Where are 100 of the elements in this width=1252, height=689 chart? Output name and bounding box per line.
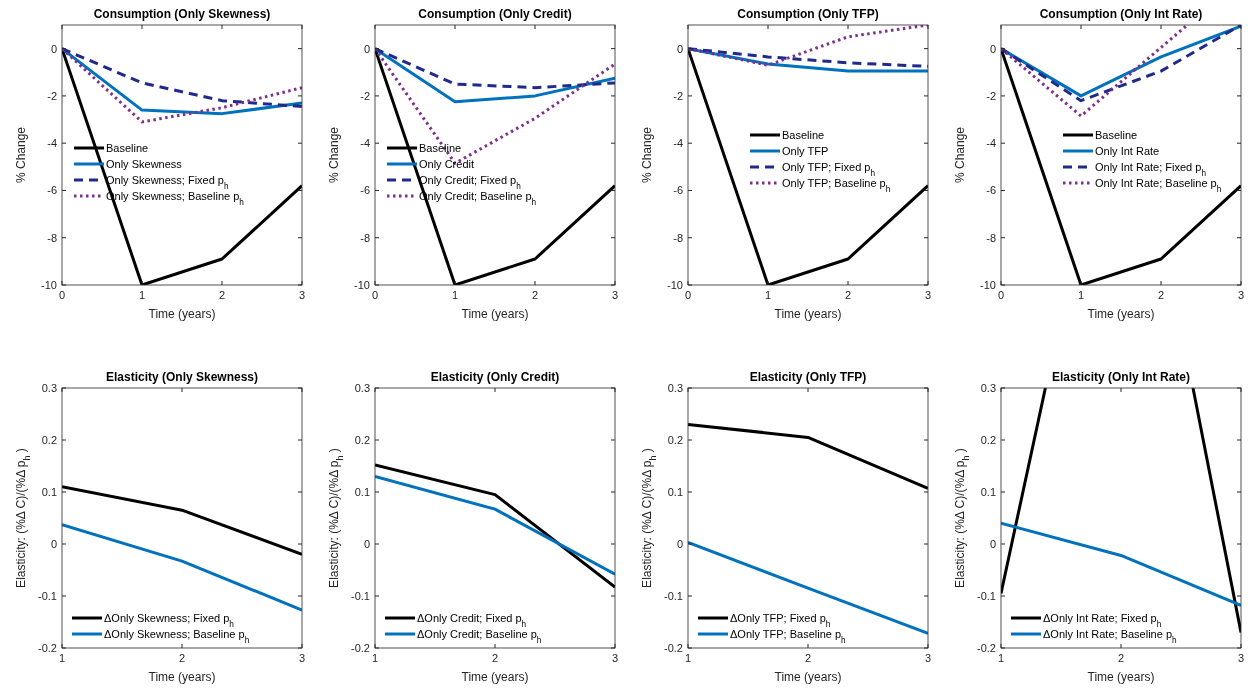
y-tick-label: 0 [363, 42, 370, 55]
x-tick-label: 2 [844, 289, 852, 301]
y-tick-label: 0.3 [667, 382, 683, 394]
y-tick-label: 0 [989, 538, 996, 550]
y-tick-label: -8 [360, 231, 370, 244]
legend-label: Only Int Rate; Fixed p$_{h}$ [1095, 161, 1207, 178]
legend-label: Baseline [1095, 129, 1138, 141]
y-tick-label: -2 [986, 89, 996, 102]
y-tick-label: 0.1 [980, 486, 996, 498]
y-tick-label: -0.2 [664, 642, 683, 654]
y-tick-label: -10 [980, 279, 996, 291]
y-tick-label: -6 [360, 184, 370, 197]
x-tick-label: 2 [218, 289, 226, 301]
legend-label: Only Int Rate; Baseline p$_{h}$ [1095, 177, 1222, 194]
x-tick-label: 3 [298, 652, 306, 664]
y-tick-label: -8 [673, 231, 683, 244]
y-tick-label: 0.2 [980, 434, 996, 446]
x-tick-label: 3 [1237, 289, 1245, 301]
x-axis-title: Time (years) [148, 307, 216, 321]
y-tick-label: 0.3 [41, 382, 57, 394]
x-tick-label: 2 [178, 652, 186, 664]
y-tick-label: -0.1 [351, 590, 370, 602]
y-axis-title: % Change [953, 126, 967, 184]
y-tick-label: 0.1 [354, 486, 370, 498]
y-tick-label: -0.2 [351, 642, 370, 654]
x-tick-label: 1 [1077, 289, 1085, 301]
y-tick-label: 0.2 [667, 434, 683, 446]
y-tick-label: 0 [676, 538, 683, 550]
line-series [1001, 25, 1189, 118]
legend-label: ΔOnly TFP; Baseline p$_{h}$ [730, 628, 847, 645]
legend-label: ΔOnly Int Rate; Baseline p$_{h}$ [1043, 628, 1178, 645]
x-axis-title: Time (years) [461, 670, 529, 684]
legend-label: Baseline [419, 142, 462, 154]
chart-title: Elasticity (Only Int Rate) [1051, 370, 1191, 384]
line-series [688, 47, 928, 285]
x-tick-label: 1 [58, 652, 66, 664]
x-axis-title: Time (years) [461, 307, 529, 321]
y-axis-title: % Change [640, 126, 654, 184]
y-tick-label: -0.1 [664, 590, 683, 602]
y-tick-label: -0.1 [38, 590, 57, 602]
y-tick-label: -2 [360, 89, 370, 102]
x-tick-label: 2 [531, 289, 539, 301]
y-tick-label: -10 [41, 279, 57, 291]
y-tick-label: 0.3 [980, 382, 996, 394]
legend-label: Baseline [106, 142, 149, 154]
x-tick-label: 0 [58, 289, 66, 301]
x-tick-label: 3 [611, 652, 619, 664]
y-tick-label: 0 [989, 42, 996, 55]
x-tick-label: 0 [997, 289, 1005, 301]
y-tick-label: -10 [667, 279, 683, 291]
y-tick-label: -2 [673, 89, 683, 102]
chart-title: Consumption (Only Credit) [418, 7, 572, 21]
y-tick-label: 0 [676, 42, 683, 55]
y-tick-label: 0.2 [41, 434, 57, 446]
x-axis-title: Time (years) [774, 307, 842, 321]
x-tick-label: 2 [1117, 652, 1125, 664]
line-series [375, 47, 615, 90]
x-tick-label: 2 [804, 652, 812, 664]
x-tick-label: 0 [371, 289, 379, 301]
legend-label: Only Skewness [106, 158, 183, 170]
y-tick-label: 0 [363, 538, 370, 550]
y-tick-label: -0.2 [977, 642, 996, 654]
x-axis-title: Time (years) [1087, 670, 1155, 684]
chart-title: Consumption (Only Skewness) [93, 7, 271, 21]
y-tick-label: 0.1 [667, 486, 683, 498]
y-tick-label: -6 [47, 184, 57, 197]
y-tick-label: -0.2 [38, 642, 57, 654]
legend-label: ΔOnly Int Rate; Fixed p$_{h}$ [1043, 612, 1162, 629]
y-tick-label: -4 [47, 137, 57, 150]
legend-label: Only TFP [782, 145, 829, 157]
x-tick-label: 3 [298, 289, 306, 301]
x-tick-label: 1 [764, 289, 772, 301]
x-tick-label: 1 [684, 652, 692, 664]
y-tick-label: 0.2 [354, 434, 370, 446]
legend-label: Only TFP; Fixed p$_{h}$ [782, 161, 876, 178]
x-axis-title: Time (years) [148, 670, 216, 684]
x-tick-label: 1 [451, 289, 459, 301]
y-tick-label: -8 [986, 231, 996, 244]
y-tick-label: 0 [50, 42, 57, 55]
y-tick-label: -6 [986, 184, 996, 197]
y-tick-label: 0 [50, 538, 57, 550]
x-tick-label: 0 [684, 289, 692, 301]
y-tick-label: -4 [986, 137, 996, 150]
y-tick-label: -2 [47, 89, 57, 102]
x-tick-label: 3 [611, 289, 619, 301]
x-axis-title: Time (years) [774, 670, 842, 684]
chart-title: Consumption (Only TFP) [737, 7, 879, 21]
y-tick-label: -4 [360, 137, 370, 150]
legend-label: ΔOnly Skewness; Baseline p$_{h}$ [104, 628, 250, 645]
y-tick-label: 0.1 [41, 486, 57, 498]
x-axis-title: Time (years) [1087, 307, 1155, 321]
y-tick-label: -4 [673, 137, 683, 150]
y-tick-label: -6 [673, 184, 683, 197]
chart-title: Elasticity (Only Credit) [430, 370, 560, 384]
chart-title: Consumption (Only Int Rate) [1039, 7, 1203, 21]
y-tick-label: -10 [354, 279, 370, 291]
x-tick-label: 3 [924, 652, 932, 664]
legend-label: ΔOnly Credit; Baseline p$_{h}$ [417, 628, 542, 645]
legend-label: Only Int Rate [1095, 145, 1160, 157]
legend-label: Only Credit [419, 158, 475, 170]
